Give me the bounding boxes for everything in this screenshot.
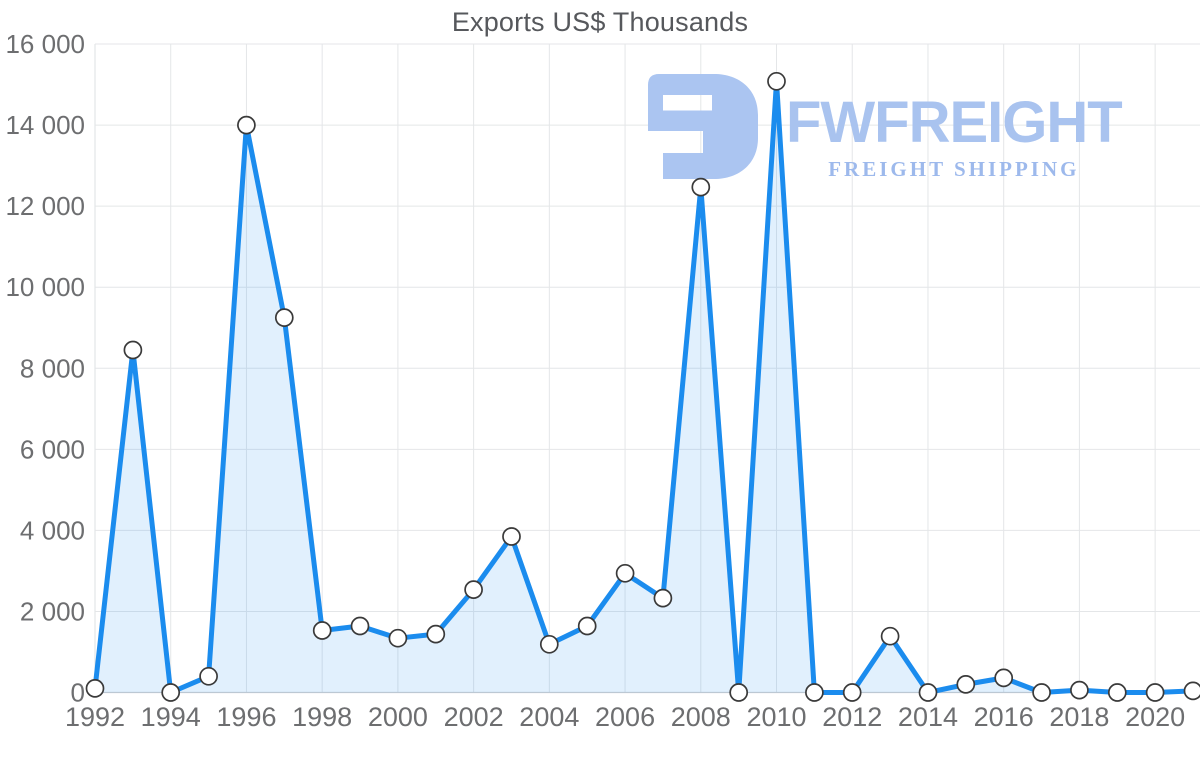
- data-point-2019[interactable]: [1107, 683, 1127, 702]
- data-point-2018[interactable]: [1070, 680, 1089, 700]
- y-tick-label: 16 000: [5, 29, 85, 59]
- y-tick-label: 2 000: [20, 596, 85, 626]
- data-point-2004[interactable]: [539, 634, 559, 654]
- y-tick-label: 4 000: [20, 515, 85, 545]
- y-tick-label: 8 000: [20, 353, 85, 383]
- data-point-2007[interactable]: [653, 588, 673, 608]
- data-point-2006[interactable]: [615, 563, 635, 583]
- chart-title: Exports US$ Thousands: [451, 7, 749, 37]
- data-point-2008[interactable]: [691, 177, 711, 197]
- data-point-2002[interactable]: [464, 580, 483, 599]
- y-tick-label: 10 000: [5, 272, 85, 302]
- x-tick-label: 2016: [974, 702, 1034, 732]
- data-point-1999[interactable]: [350, 616, 370, 636]
- x-tick-label: 1992: [65, 702, 125, 732]
- y-tick-label: 12 000: [5, 191, 85, 221]
- x-tick-label: 1998: [292, 702, 352, 732]
- x-tick-label: 2006: [595, 702, 655, 732]
- x-tick-label: 1996: [216, 702, 276, 732]
- y-tick-label: 14 000: [5, 110, 85, 140]
- data-point-2010[interactable]: [767, 71, 786, 91]
- data-point-2014[interactable]: [918, 683, 938, 702]
- x-tick-label: 2008: [671, 702, 731, 732]
- data-point-2016[interactable]: [994, 668, 1014, 688]
- data-point-1993[interactable]: [123, 340, 143, 360]
- x-tick-label: 2012: [822, 702, 882, 732]
- data-point-1992[interactable]: [85, 679, 105, 698]
- data-point-2000[interactable]: [388, 628, 408, 648]
- y-tick-label: 0: [71, 678, 85, 708]
- data-point-2020[interactable]: [1145, 683, 1165, 702]
- data-point-1994[interactable]: [161, 683, 181, 702]
- data-point-2012[interactable]: [842, 683, 862, 702]
- x-tick-label: 2018: [1049, 702, 1109, 732]
- x-tick-label: 2000: [368, 702, 428, 732]
- data-point-2017[interactable]: [1032, 683, 1051, 702]
- x-tick-label: 1994: [141, 702, 201, 732]
- data-point-2021[interactable]: [1183, 681, 1200, 701]
- x-tick-label: 2020: [1125, 702, 1185, 732]
- x-tick-label: 2002: [444, 702, 504, 732]
- data-point-2013[interactable]: [880, 626, 900, 646]
- x-tick-label: 2004: [519, 702, 579, 732]
- data-point-2015[interactable]: [956, 675, 976, 694]
- data-point-2001[interactable]: [426, 624, 446, 644]
- series-area-fill: [95, 81, 1193, 693]
- data-point-2003[interactable]: [502, 527, 521, 546]
- data-point-1997[interactable]: [274, 308, 294, 327]
- x-tick-label: 2010: [746, 702, 806, 732]
- x-tick-label: 2014: [898, 702, 958, 732]
- y-tick-label: 6 000: [20, 434, 85, 464]
- data-point-1996[interactable]: [237, 115, 256, 135]
- data-point-1995[interactable]: [199, 666, 218, 686]
- data-point-2005[interactable]: [577, 616, 597, 636]
- data-point-2011[interactable]: [805, 683, 824, 702]
- data-point-2009[interactable]: [729, 683, 749, 702]
- data-point-1998[interactable]: [312, 621, 332, 640]
